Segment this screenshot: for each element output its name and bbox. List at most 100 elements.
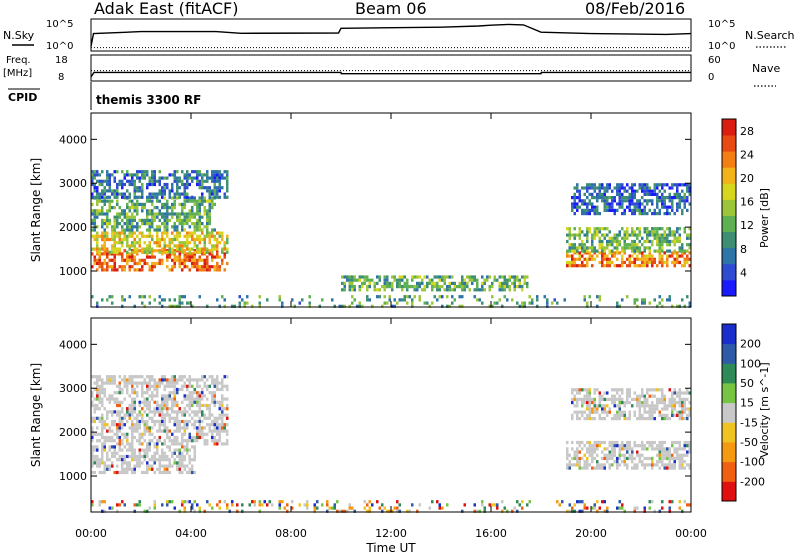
velocity-cell (663, 440, 666, 445)
velocity-cell (576, 456, 579, 461)
velocity-cell (176, 439, 179, 443)
velocity-cell (586, 401, 589, 405)
velocity-cell (136, 503, 139, 507)
power-cell (116, 241, 119, 245)
power-cell (203, 241, 206, 245)
velocity-cell (181, 442, 184, 446)
velocity-cell (181, 419, 184, 424)
velocity-cell (603, 500, 606, 504)
power-cell (186, 215, 189, 219)
power-cell (516, 285, 519, 289)
power-cell (118, 249, 121, 253)
power-cell (626, 243, 629, 247)
power-cell (448, 288, 451, 292)
velocity-cells (91, 375, 691, 513)
colorbar-tick-label: 12 (740, 219, 754, 232)
velocity-cell (121, 500, 124, 504)
power-cell (603, 208, 606, 212)
power-cell (141, 234, 144, 238)
velocity-cell (673, 401, 676, 405)
power-cell (668, 205, 671, 209)
velocity-cell (103, 423, 106, 427)
power-cell (661, 192, 664, 196)
velocity-cell (211, 435, 214, 440)
velocity-cell (131, 426, 134, 430)
power-cell (368, 281, 371, 285)
velocity-cell (146, 391, 149, 395)
velocity-cell (143, 410, 146, 414)
power-cell (366, 298, 369, 302)
power-cell (201, 247, 204, 251)
power-cell (631, 246, 634, 250)
power-cell (181, 244, 184, 248)
power-cell (601, 227, 604, 231)
velocity-cell (683, 410, 686, 414)
velocity-cell (178, 407, 181, 411)
power-cell (621, 298, 624, 302)
velocity-cell (183, 454, 186, 459)
velocity-cell (168, 413, 171, 417)
velocity-y-axis-label: Slant Range [km] (29, 363, 43, 467)
velocity-cell (211, 397, 214, 401)
power-cell (143, 261, 146, 266)
power-cell (98, 250, 101, 254)
velocity-cell (656, 407, 659, 411)
velocity-cell (618, 453, 621, 457)
velocity-cell (663, 463, 666, 467)
velocity-cell (131, 432, 134, 436)
power-cell (678, 233, 681, 237)
velocity-cell (178, 509, 181, 513)
power-cell (188, 182, 191, 187)
power-cell (111, 244, 114, 248)
power-cell (676, 192, 679, 196)
power-cell (128, 192, 131, 196)
velocity-cell (683, 404, 686, 408)
velocity-cell (173, 378, 176, 382)
power-cell (93, 237, 96, 242)
power-cell (158, 192, 161, 196)
power-cell (208, 186, 211, 190)
velocity-cell (178, 454, 181, 459)
velocity-cell (111, 423, 114, 427)
power-cell (638, 233, 641, 237)
velocity-cell (161, 397, 164, 401)
power-cell (616, 243, 619, 247)
power-cell (218, 241, 221, 245)
velocity-cell (656, 401, 659, 405)
velocity-cell (91, 464, 94, 468)
power-cell (101, 170, 104, 174)
velocity-cell (121, 419, 124, 424)
power-cell (448, 281, 451, 285)
velocity-cell (191, 435, 194, 440)
velocity-cell (606, 410, 609, 414)
power-cell (333, 304, 336, 308)
power-cell (188, 212, 191, 216)
velocity-cell (121, 426, 124, 430)
velocity-cell (103, 442, 106, 446)
velocity-cell (383, 506, 386, 510)
velocity-cell (193, 413, 196, 417)
velocity-cell (111, 454, 114, 459)
velocity-cell (628, 453, 631, 457)
power-cell (226, 237, 229, 242)
velocity-cell (483, 509, 486, 513)
power-cell (163, 196, 166, 200)
power-cell (366, 295, 369, 299)
velocity-cell (213, 429, 216, 433)
power-cell (591, 202, 594, 206)
power-cell (351, 301, 354, 305)
velocity-cell (196, 391, 199, 395)
power-cell (686, 295, 689, 299)
velocity-cell (686, 413, 689, 417)
power-cell (396, 278, 399, 282)
power-cell (671, 304, 674, 308)
velocity-cell (113, 448, 116, 452)
power-cell (143, 295, 146, 299)
power-cell (583, 186, 586, 190)
power-cell (176, 237, 179, 242)
power-cell (651, 192, 654, 196)
velocity-cell (688, 391, 691, 395)
power-cell (113, 206, 116, 210)
velocity-cell (146, 448, 149, 452)
power-cell (131, 206, 134, 210)
